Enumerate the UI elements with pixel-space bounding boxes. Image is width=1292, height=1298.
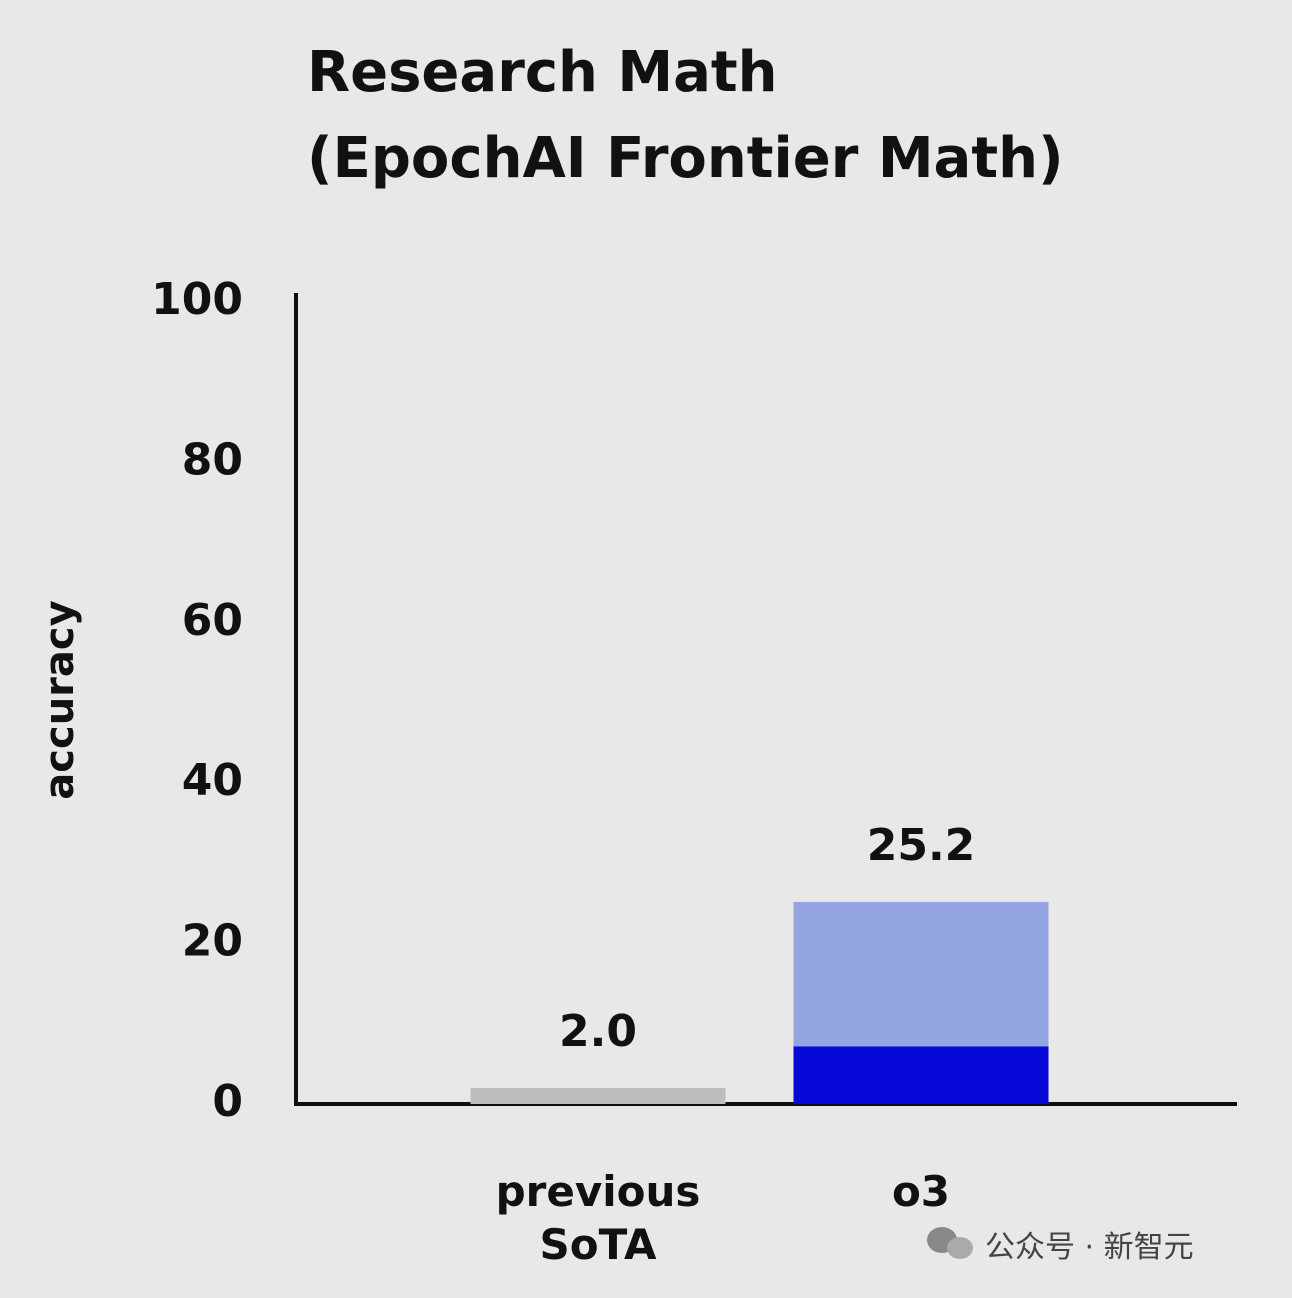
watermark-icon xyxy=(927,1227,973,1259)
y-tick-label: 80 xyxy=(182,434,243,485)
chart-title: (EpochAI Frontier Math) xyxy=(307,126,1064,191)
y-tick-label: 40 xyxy=(182,755,243,806)
x-tick-label: o3 xyxy=(891,1167,951,1216)
bar xyxy=(470,1087,726,1104)
y-tick-label: 60 xyxy=(182,595,243,646)
value-label: 25.2 xyxy=(867,820,976,871)
y-tick-label: 20 xyxy=(182,916,243,967)
bar xyxy=(793,1046,1049,1104)
value-label: 2.0 xyxy=(559,1006,637,1057)
y-tick-label: 0 xyxy=(212,1076,243,1127)
y-axis-label: accuracy xyxy=(37,600,83,799)
bar xyxy=(793,901,1049,1047)
y-tick-label: 100 xyxy=(151,274,243,325)
watermark: 公众号 · 新智元 xyxy=(985,1230,1194,1265)
chart-title: Research Math xyxy=(307,40,778,105)
x-tick-label: previous SoTA xyxy=(495,1167,701,1269)
